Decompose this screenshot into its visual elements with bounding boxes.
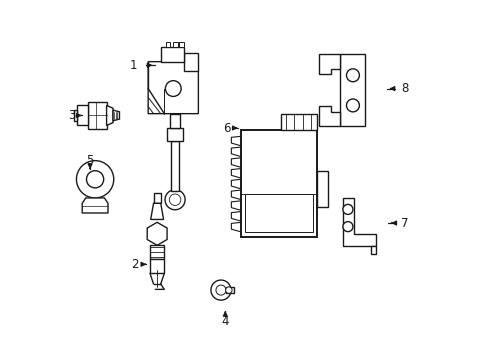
Polygon shape xyxy=(150,259,164,273)
Text: 7: 7 xyxy=(401,216,408,230)
Circle shape xyxy=(166,81,181,96)
Circle shape xyxy=(346,69,359,82)
Polygon shape xyxy=(161,47,184,62)
Polygon shape xyxy=(226,287,234,293)
Polygon shape xyxy=(245,194,313,232)
Polygon shape xyxy=(151,203,164,220)
Text: 8: 8 xyxy=(401,82,408,95)
Polygon shape xyxy=(170,114,180,128)
Polygon shape xyxy=(147,222,167,245)
Polygon shape xyxy=(179,42,184,47)
Circle shape xyxy=(343,204,353,215)
Circle shape xyxy=(216,285,226,295)
Polygon shape xyxy=(88,102,107,129)
Circle shape xyxy=(211,280,231,300)
Text: 2: 2 xyxy=(131,258,139,271)
Polygon shape xyxy=(340,54,365,126)
Circle shape xyxy=(87,171,104,188)
Polygon shape xyxy=(318,54,340,74)
Text: 6: 6 xyxy=(223,122,231,135)
Circle shape xyxy=(170,194,181,206)
Polygon shape xyxy=(242,130,317,237)
Polygon shape xyxy=(370,246,376,253)
Polygon shape xyxy=(166,42,171,47)
Circle shape xyxy=(165,190,185,210)
Polygon shape xyxy=(281,114,317,130)
Circle shape xyxy=(76,161,114,198)
Text: 4: 4 xyxy=(221,315,229,328)
Text: 1: 1 xyxy=(130,59,138,72)
Polygon shape xyxy=(318,107,340,126)
Polygon shape xyxy=(77,105,88,126)
Circle shape xyxy=(225,287,232,293)
Circle shape xyxy=(343,222,353,231)
Polygon shape xyxy=(184,53,198,71)
Polygon shape xyxy=(343,198,376,246)
Polygon shape xyxy=(167,128,183,140)
Polygon shape xyxy=(150,245,164,259)
Polygon shape xyxy=(171,140,179,191)
Text: 5: 5 xyxy=(86,154,94,167)
Polygon shape xyxy=(82,198,108,213)
Polygon shape xyxy=(107,105,113,126)
Polygon shape xyxy=(148,62,198,114)
Polygon shape xyxy=(173,42,177,47)
Polygon shape xyxy=(317,171,328,207)
Polygon shape xyxy=(113,110,120,121)
Text: 3: 3 xyxy=(69,109,76,122)
Circle shape xyxy=(346,99,359,112)
Polygon shape xyxy=(74,110,77,121)
Polygon shape xyxy=(153,193,161,203)
